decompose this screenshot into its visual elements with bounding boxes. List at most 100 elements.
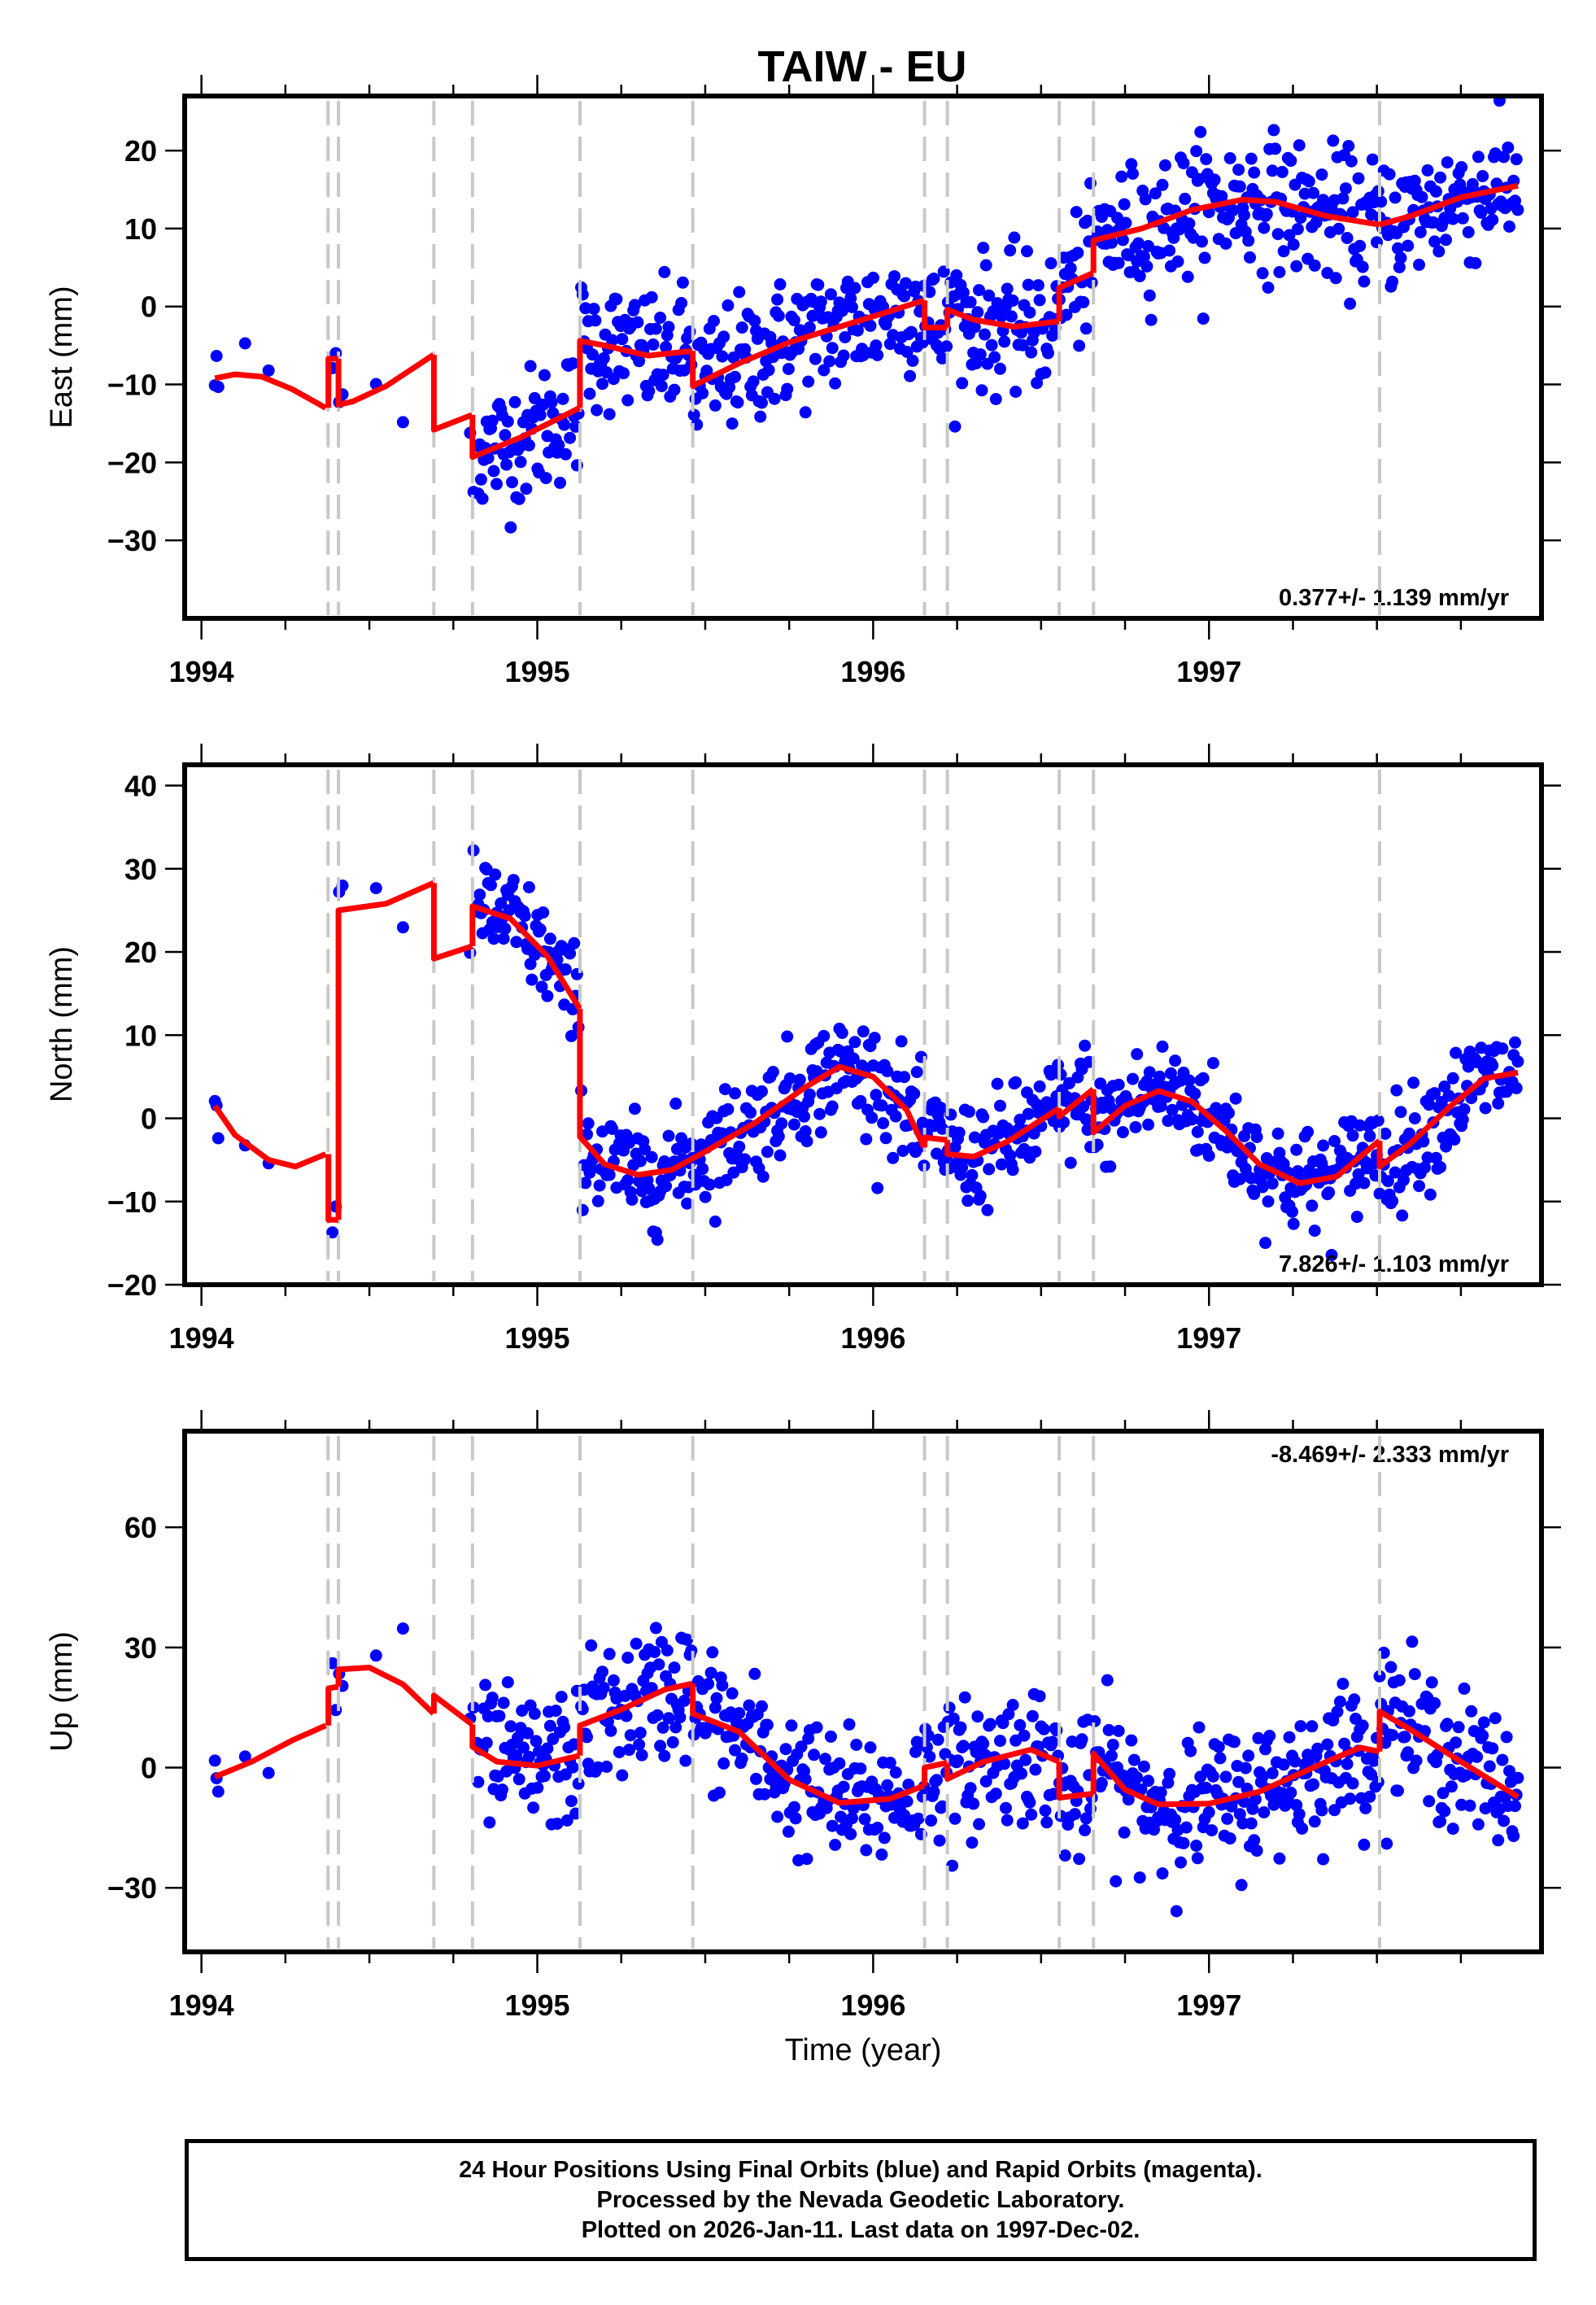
east-y-tick-label: 10 xyxy=(124,212,157,246)
up-data-point xyxy=(957,1740,970,1753)
east-data-point xyxy=(676,276,689,289)
north-plot-frame xyxy=(182,762,1544,1287)
east-data-point xyxy=(583,387,596,400)
north-data-point xyxy=(1434,1161,1447,1173)
north-data-point xyxy=(1079,1039,1092,1052)
east-data-point xyxy=(989,393,1002,405)
up-data-point xyxy=(633,1738,646,1751)
footer-line-1: 24 Hour Positions Using Final Orbits (bl… xyxy=(459,2156,1262,2183)
north-data-point xyxy=(1389,1166,1402,1179)
up-data-point xyxy=(369,1649,382,1662)
east-data-point xyxy=(1238,208,1250,221)
up-data-point xyxy=(1142,1775,1155,1788)
north-data-point xyxy=(1379,1127,1392,1140)
east-data-point xyxy=(1009,386,1023,398)
up-data-point xyxy=(208,1754,221,1767)
up-data-point xyxy=(1016,1817,1029,1830)
north-data-point xyxy=(1154,1100,1167,1113)
up-data-point xyxy=(1509,1800,1521,1813)
north-model-line xyxy=(1056,1086,1096,1120)
north-y-tick-label: −20 xyxy=(107,1268,157,1302)
north-data-point xyxy=(651,1233,664,1246)
east-data-point xyxy=(506,476,518,489)
east-data-point xyxy=(904,369,917,382)
east-data-point xyxy=(937,265,950,278)
east-data-point xyxy=(733,286,746,299)
east-data-point xyxy=(754,410,767,423)
north-model-line xyxy=(944,1106,1061,1160)
east-data-point xyxy=(1200,153,1213,166)
north-data-point xyxy=(1266,1177,1279,1190)
up-data-point xyxy=(510,1749,523,1762)
east-data-point xyxy=(1137,250,1150,263)
up-data-point xyxy=(543,1719,556,1732)
up-data-point xyxy=(1106,1739,1119,1751)
north-data-point xyxy=(1386,1194,1399,1207)
east-data-point xyxy=(1071,247,1084,260)
north-data-point xyxy=(1131,1048,1144,1061)
up-data-point xyxy=(486,1692,499,1705)
up-data-point xyxy=(996,1717,1009,1730)
up-data-point xyxy=(1177,1836,1190,1849)
east-data-point xyxy=(1341,232,1354,244)
up-data-point xyxy=(717,1757,730,1770)
north-data-point xyxy=(1486,1059,1499,1072)
north-data-point xyxy=(966,1168,979,1181)
up-data-point xyxy=(1232,1775,1245,1788)
north-data-point xyxy=(799,1125,812,1137)
east-data-point xyxy=(1181,270,1194,283)
up-data-point xyxy=(787,1801,800,1814)
north-model-line xyxy=(1376,1069,1519,1170)
east-data-point xyxy=(708,315,720,327)
east-data-point xyxy=(864,319,877,332)
north-model-line xyxy=(922,1134,948,1148)
up-data-point xyxy=(654,1740,667,1753)
north-data-point xyxy=(800,1135,813,1148)
north-data-point xyxy=(813,1107,826,1120)
east-data-point xyxy=(1183,217,1196,230)
north-data-point xyxy=(396,921,409,934)
east-data-point xyxy=(762,364,775,377)
east-data-point xyxy=(1498,151,1511,164)
up-data-point xyxy=(833,1757,846,1770)
east-data-point xyxy=(556,392,569,405)
up-data-point xyxy=(948,1812,962,1825)
east-data-point xyxy=(1308,259,1321,272)
north-data-point xyxy=(761,1146,774,1159)
east-data-point xyxy=(748,314,761,327)
north-data-point xyxy=(1202,1150,1215,1162)
up-data-point xyxy=(1122,1793,1135,1806)
north-data-point xyxy=(866,1111,879,1124)
east-data-point xyxy=(870,339,883,352)
north-data-point xyxy=(564,947,577,960)
east-data-point xyxy=(977,242,990,255)
east-data-point xyxy=(591,404,604,417)
east-data-point xyxy=(514,456,527,469)
north-data-point xyxy=(868,1032,881,1045)
east-data-point xyxy=(1510,153,1523,166)
north-data-point xyxy=(1458,1103,1471,1115)
north-data-point xyxy=(568,936,581,950)
east-data-point xyxy=(1329,272,1342,285)
east-model-line xyxy=(944,307,1060,330)
east-data-point xyxy=(1005,310,1018,323)
east-data-point xyxy=(927,273,940,285)
up-y-tick-label: 60 xyxy=(124,1511,157,1544)
north-data-point xyxy=(1077,1100,1090,1113)
east-data-point xyxy=(802,375,815,388)
east-data-point xyxy=(1179,192,1192,205)
east-data-point xyxy=(552,439,565,452)
east-data-point xyxy=(610,293,623,306)
up-data-point xyxy=(1206,1770,1219,1783)
up-data-point xyxy=(1105,1749,1118,1762)
east-y-tick-label: −10 xyxy=(107,369,157,402)
up-data-point xyxy=(1337,1678,1350,1690)
east-data-point xyxy=(545,396,558,408)
up-data-point xyxy=(1450,1736,1463,1749)
east-data-point xyxy=(1469,257,1482,269)
north-data-point xyxy=(1328,1135,1341,1147)
east-data-point xyxy=(950,268,963,282)
up-data-point xyxy=(1476,1729,1489,1742)
north-y-tick-label: 20 xyxy=(124,936,157,969)
up-data-point xyxy=(1496,1753,1509,1766)
